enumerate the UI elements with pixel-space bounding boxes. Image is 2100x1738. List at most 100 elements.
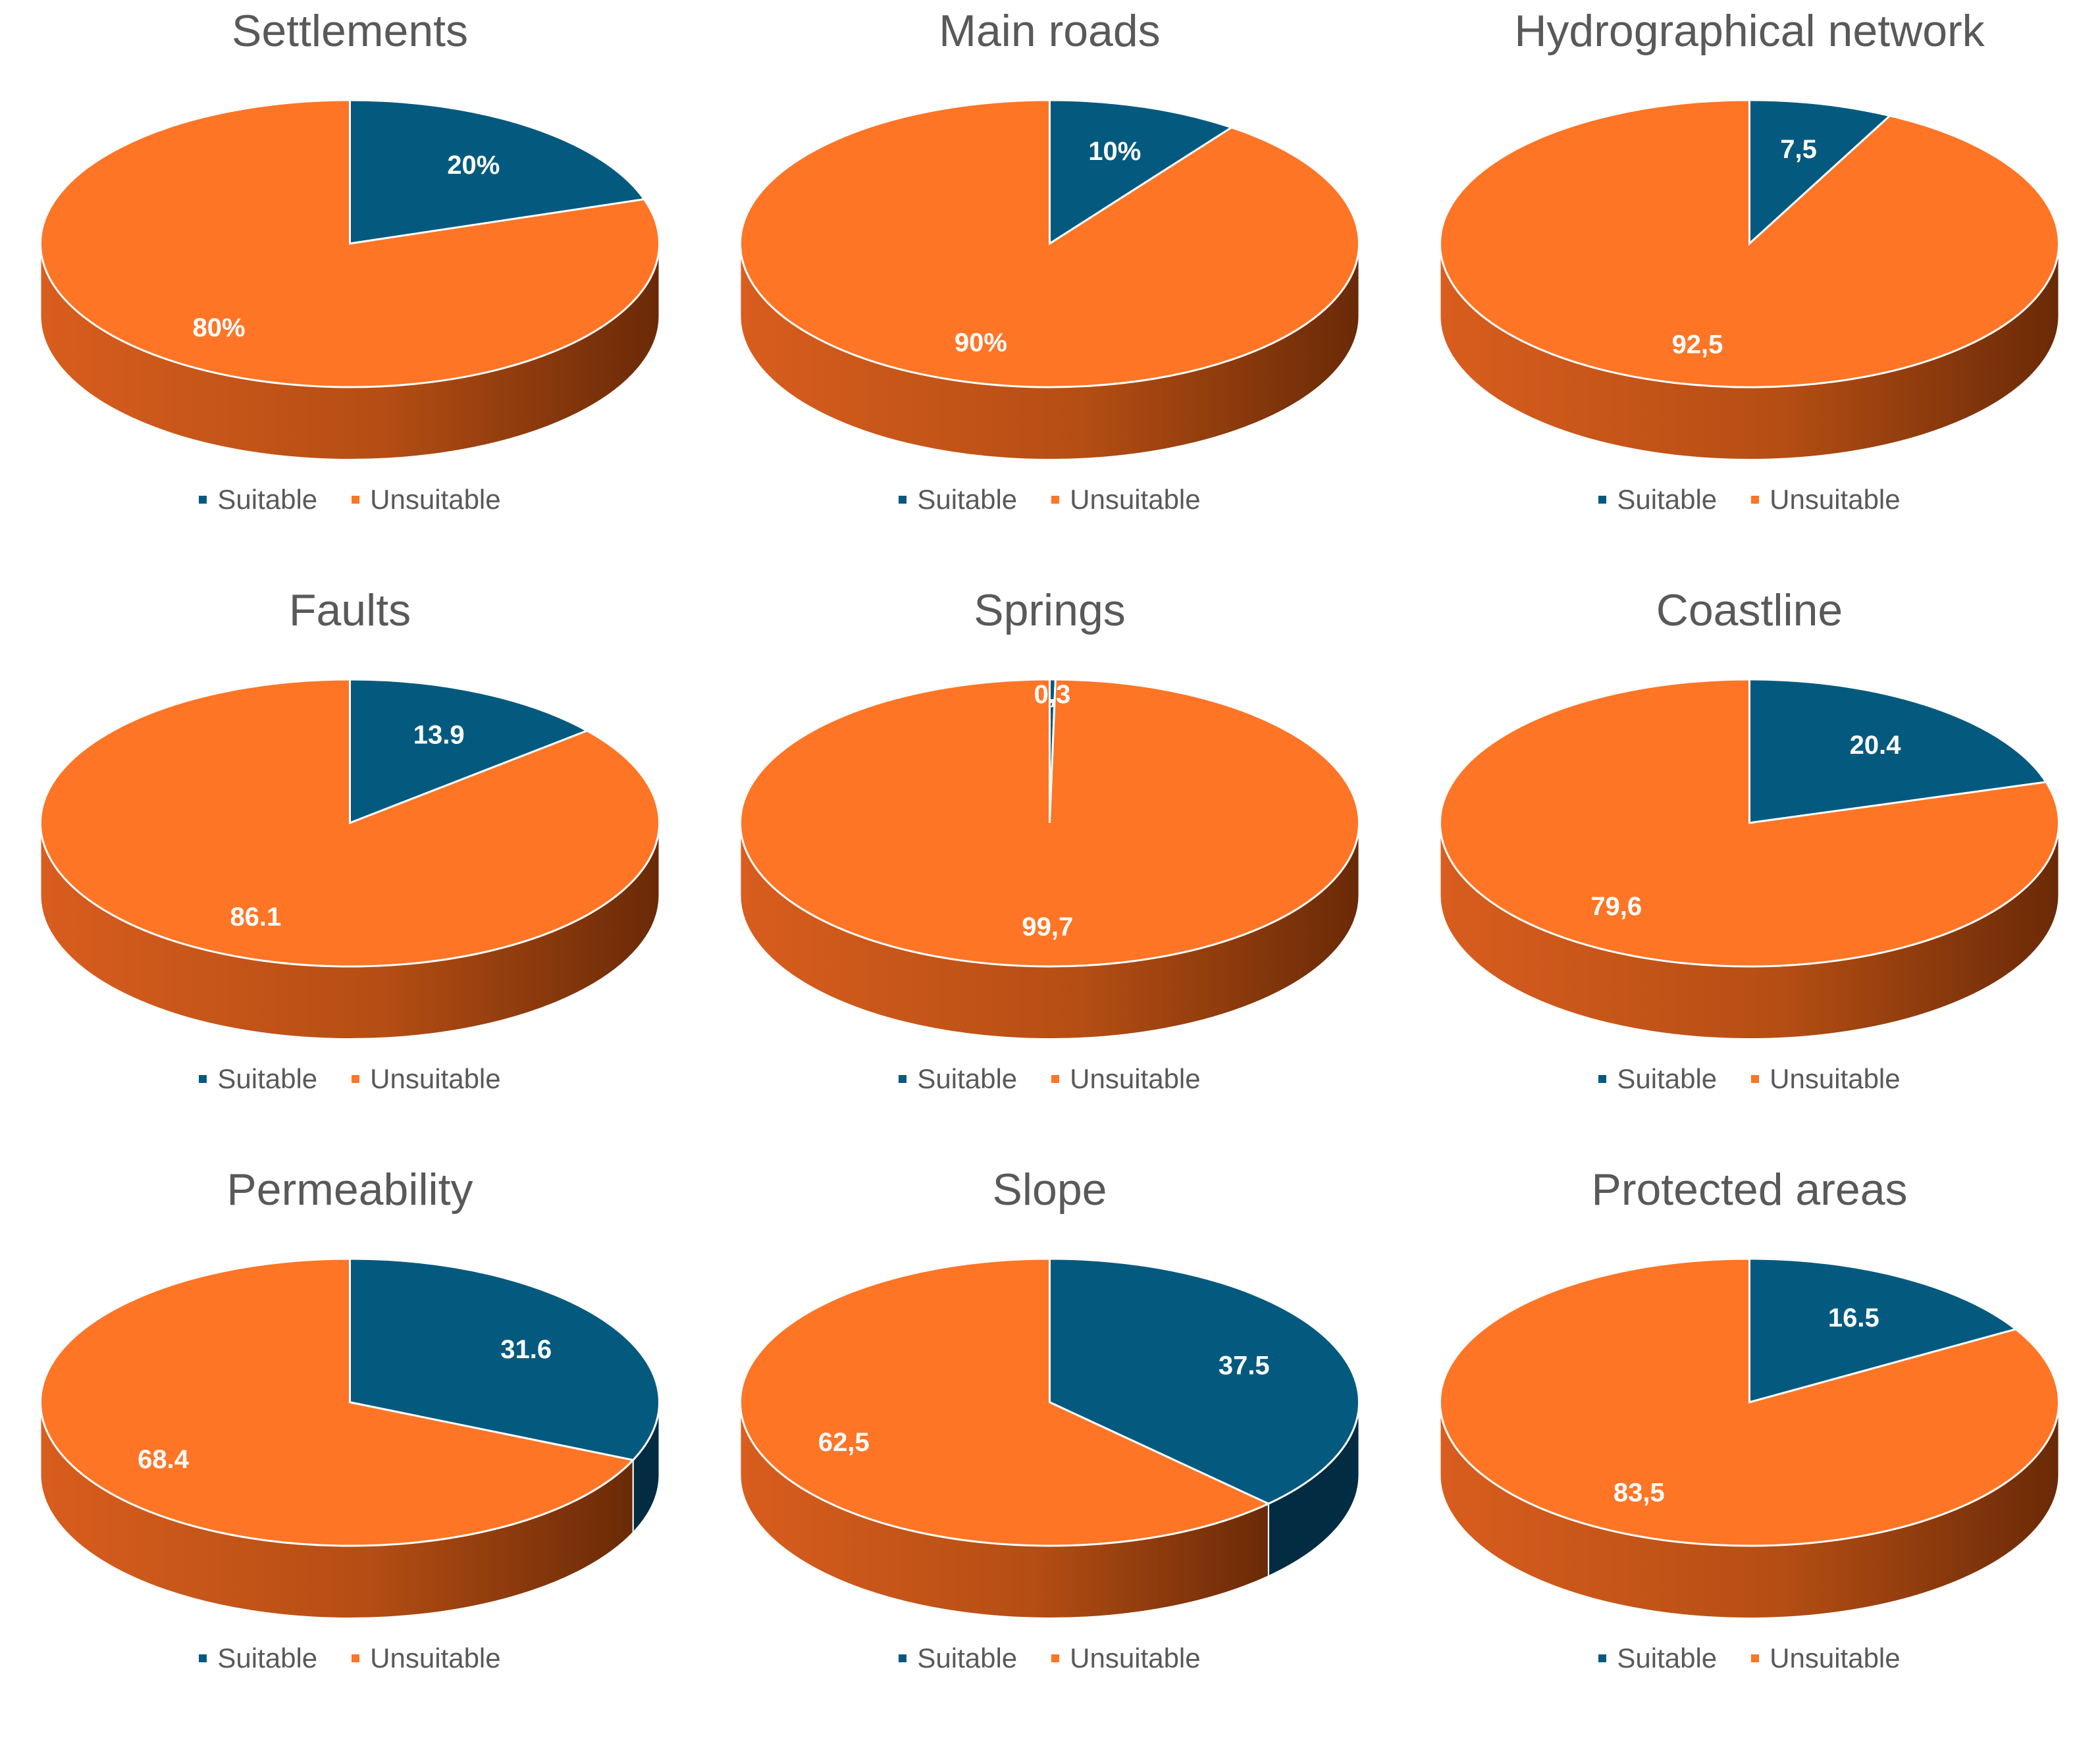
pie-3d: 20% 80% [39, 99, 660, 460]
legend-swatch [1051, 1075, 1060, 1083]
legend-item-unsuitable: Unsuitable [1751, 1063, 1901, 1095]
pie-chart-settlements: Settlements 20% 80% Suitable Unsuitable [0, 0, 700, 566]
legend-label: Suitable [1617, 1643, 1718, 1673]
data-label-suitable: 20% [447, 151, 500, 180]
data-label-unsuitable: 80% [193, 313, 246, 342]
legend-item-suitable: Suitable [899, 1063, 1017, 1095]
chart-title: Settlements [231, 6, 469, 56]
data-label-suitable: 13.9 [413, 721, 465, 750]
pie-chart-main-roads: Main roads 10% 90% Suitable Unsuitable [700, 0, 1400, 566]
legend-item-suitable: Suitable [199, 1643, 317, 1674]
pie-3d: 16.5 83,5 [1439, 1257, 2060, 1619]
pie-chart-hydrographical-network: Hydrographical network 7,5 92,5 Suitable Uns… [1400, 0, 2099, 566]
legend-item-suitable: Suitable [1598, 1643, 1717, 1674]
chart-title: Springs [974, 585, 1126, 635]
chart-title: Permeability [226, 1165, 473, 1215]
legend: Suitable Unsuitable [700, 484, 1400, 515]
legend: Suitable Unsuitable [0, 1643, 700, 1674]
legend: Suitable Unsuitable [0, 1063, 700, 1095]
data-label-unsuitable: 68.4 [138, 1445, 190, 1474]
slice-unsuitable [1439, 1257, 2060, 1547]
legend-swatch [352, 496, 360, 504]
legend-label: Suitable [917, 484, 1018, 515]
data-label-unsuitable: 90% [955, 328, 1007, 357]
legend: Suitable Unsuitable [1400, 1063, 2099, 1095]
legend: Suitable Unsuitable [700, 1643, 1400, 1674]
legend-item-unsuitable: Unsuitable [1051, 1643, 1201, 1674]
legend-swatch [1051, 496, 1060, 504]
legend-label: Unsuitable [370, 1643, 501, 1673]
legend-item-suitable: Suitable [899, 484, 1017, 515]
pie-3d: 20.4 79,6 [1439, 678, 2060, 1040]
chart-title: Main roads [939, 6, 1161, 56]
slice-suitable [1748, 1257, 2018, 1404]
legend: Suitable Unsuitable [700, 1063, 1400, 1095]
legend-item-suitable: Suitable [1598, 1063, 1717, 1095]
legend-swatch [1051, 1654, 1060, 1662]
slice-suitable [1748, 99, 1892, 246]
pie-chart-springs: Springs 0,3 99,7 Suitable Unsuitable [700, 579, 1400, 1146]
legend-label: Unsuitable [1070, 1643, 1201, 1673]
pie-3d: 37.5 62,5 [739, 1257, 1360, 1619]
legend-label: Suitable [917, 1063, 1018, 1094]
legend-item-suitable: Suitable [1598, 484, 1717, 515]
data-label-suitable: 20.4 [1850, 731, 1902, 760]
legend-swatch [899, 496, 907, 504]
legend-item-suitable: Suitable [899, 1643, 1017, 1674]
data-label-suitable: 0,3 [1034, 680, 1071, 709]
legend-swatch [1598, 1654, 1607, 1662]
pie-chart-coastline: Coastline 20.4 79,6 Suitable Unsuitable [1400, 579, 2099, 1146]
legend-label: Unsuitable [370, 1063, 501, 1094]
data-label-suitable: 16.5 [1828, 1304, 1879, 1332]
legend-swatch [199, 496, 207, 504]
legend-label: Unsuitable [370, 484, 501, 515]
legend-label: Unsuitable [1070, 484, 1201, 515]
legend-label: Suitable [1617, 484, 1718, 515]
legend: Suitable Unsuitable [1400, 484, 2099, 515]
slice-unsuitable [739, 99, 1360, 388]
legend-label: Suitable [1617, 1063, 1718, 1094]
legend-swatch [199, 1075, 207, 1083]
chart-title: Slope [992, 1165, 1107, 1215]
legend-swatch [199, 1654, 207, 1662]
data-label-suitable: 10% [1088, 137, 1141, 166]
data-label-unsuitable: 86.1 [230, 903, 281, 932]
legend-label: Suitable [217, 484, 318, 515]
slice-suitable [1049, 1257, 1360, 1505]
legend-item-unsuitable: Unsuitable [352, 484, 501, 515]
legend-swatch [899, 1075, 907, 1083]
legend-item-suitable: Suitable [199, 1063, 317, 1095]
legend-swatch [1751, 496, 1760, 504]
pie-3d: 7,5 92,5 [1439, 99, 2060, 460]
pie-chart-permeability: Permeability 31.6 68.4 Suitable Unsuitable [0, 1159, 700, 1725]
slice-suitable [1748, 678, 2048, 824]
pie-3d: 10% 90% [739, 99, 1360, 460]
slice-unsuitable [39, 99, 660, 388]
legend-swatch [1751, 1075, 1760, 1083]
slice-unsuitable [739, 1257, 1271, 1547]
data-label-suitable: 31.6 [500, 1335, 552, 1364]
pie-chart-protected-areas: Protected areas 16.5 83,5 Suitable Unsuitabl… [1400, 1159, 2099, 1725]
data-label-suitable: 37.5 [1219, 1351, 1270, 1380]
legend-swatch [1598, 1075, 1607, 1083]
legend-item-suitable: Suitable [199, 484, 317, 515]
legend-label: Unsuitable [1770, 484, 1901, 515]
pie-chart-slope: Slope 37.5 62,5 Suitable Unsuitable [700, 1159, 1400, 1725]
data-label-suitable: 7,5 [1780, 135, 1817, 164]
data-label-unsuitable: 92,5 [1672, 330, 1723, 359]
slice-suitable [1049, 99, 1234, 246]
slice-unsuitable [39, 678, 660, 968]
legend-label: Unsuitable [1770, 1063, 1901, 1094]
data-label-unsuitable: 79,6 [1590, 892, 1642, 921]
slice-unsuitable [739, 678, 1360, 968]
chart-title: Hydrographical network [1514, 6, 1985, 56]
legend-item-unsuitable: Unsuitable [1751, 484, 1901, 515]
legend-item-unsuitable: Unsuitable [352, 1643, 501, 1674]
legend-swatch [352, 1075, 360, 1083]
chart-title: Coastline [1656, 585, 1843, 635]
slice-unsuitable [39, 1257, 635, 1547]
legend-label: Suitable [217, 1643, 318, 1673]
slice-unsuitable [1439, 678, 2060, 968]
legend-item-unsuitable: Unsuitable [352, 1063, 501, 1095]
